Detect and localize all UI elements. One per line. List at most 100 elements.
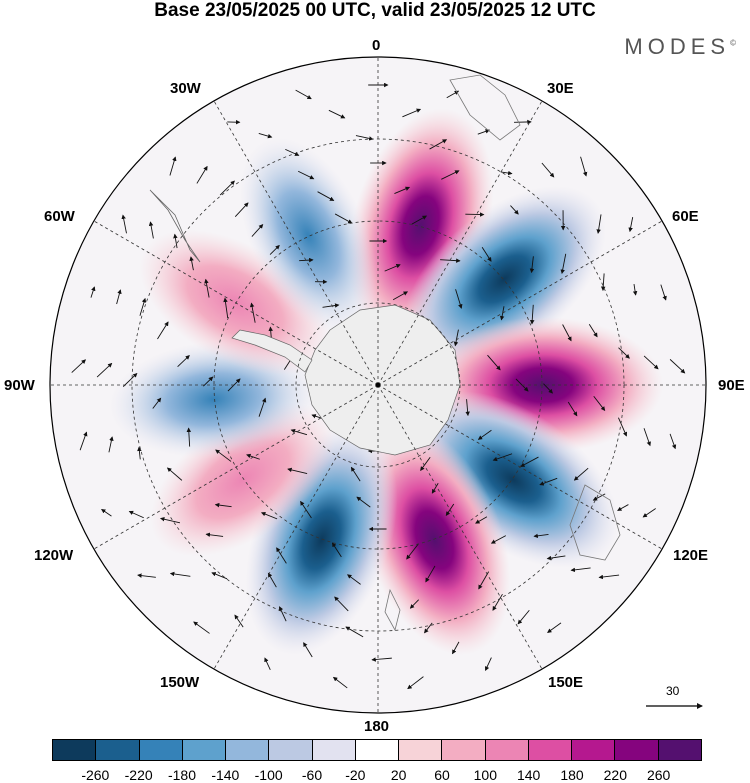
wind-vector — [215, 449, 232, 462]
wind-vector — [128, 510, 144, 519]
wind-vector — [269, 244, 280, 255]
wind-vector — [290, 428, 308, 436]
wind-vector — [279, 606, 287, 622]
wind-vector — [334, 213, 353, 224]
colorbar-swatch — [53, 740, 97, 760]
wind-vector — [562, 324, 572, 342]
wind-vector — [477, 429, 492, 440]
lon-label-90e: 90E — [718, 377, 745, 394]
wind-vector — [287, 467, 308, 474]
meridian-line — [93, 220, 379, 386]
wind-vector — [350, 466, 361, 482]
wind-vector — [402, 108, 422, 118]
lon-label-60e: 60E — [672, 208, 699, 225]
wind-vector — [205, 532, 224, 537]
colorbar-tick-label: 180 — [560, 767, 584, 783]
colorbar-tick-label: -220 — [124, 767, 153, 783]
wind-vector — [193, 621, 210, 634]
wind-vector — [541, 162, 555, 178]
wind-vector — [643, 355, 659, 370]
wind-vector — [487, 354, 501, 371]
wind-vector — [429, 139, 448, 150]
lon-label-0: 0 — [372, 37, 381, 54]
wind-vector — [260, 511, 278, 520]
wind-vector — [303, 642, 313, 658]
wind-vector — [139, 297, 147, 316]
wind-vector — [276, 547, 287, 564]
wind-vector — [203, 376, 214, 387]
wind-vector — [214, 502, 232, 508]
wind-vector — [285, 148, 300, 156]
meridian-line — [377, 384, 543, 670]
colorbar-swatch — [572, 740, 616, 760]
wind-vector — [394, 186, 411, 195]
colorbar-swatch — [615, 740, 659, 760]
wind-vector — [258, 397, 267, 417]
colorbar-tick-label: 260 — [646, 767, 671, 783]
wind-vector — [481, 246, 492, 262]
wind-vector — [347, 574, 361, 585]
wind-vector — [267, 572, 277, 588]
colorbar — [52, 739, 702, 761]
wind-vector — [159, 517, 181, 524]
colorbar-swatch — [485, 740, 529, 760]
wind-vector — [204, 278, 210, 298]
wind-vector — [166, 467, 183, 481]
colorbar-swatch — [399, 740, 443, 760]
wind-vector — [90, 286, 96, 298]
wind-vector — [475, 516, 488, 524]
wind-vector — [121, 214, 127, 234]
wind-vector — [441, 170, 460, 180]
colorbar-swatch — [96, 740, 140, 760]
wind-vector — [632, 284, 638, 296]
wind-vector — [539, 477, 558, 486]
wind-vector — [618, 417, 628, 437]
colorbar-swatch — [442, 740, 486, 760]
brand-mark: © — [730, 38, 736, 48]
colorbar-swatch — [139, 740, 183, 760]
antarctica-landmass — [304, 304, 461, 456]
wind-vector — [334, 596, 349, 612]
colorbar-tick-label: -100 — [254, 767, 283, 783]
colorbar-swatch — [355, 740, 400, 760]
africa-coast — [449, 74, 521, 141]
wind-vector — [598, 574, 620, 580]
wind-vector — [345, 626, 364, 638]
colorbar-tick-label: -60 — [301, 767, 323, 783]
colorbar-tick-label: 100 — [473, 767, 498, 783]
wind-vector — [424, 622, 433, 634]
wind-vector — [137, 446, 142, 460]
lon-label-180: 180 — [364, 718, 390, 735]
wind-vector — [593, 395, 606, 412]
wind-vector — [425, 565, 436, 583]
wind-vector — [431, 483, 439, 494]
lon-label-150e: 150E — [548, 674, 584, 691]
wind-vector — [529, 256, 535, 274]
wind-vector — [628, 217, 634, 233]
wind-vector — [592, 493, 606, 501]
wind-vector — [122, 372, 138, 387]
wind-vector — [223, 297, 229, 319]
wind-vector — [485, 657, 492, 672]
reference-vector: 30 — [646, 684, 706, 714]
colorbar-swatch — [312, 740, 356, 760]
wind-vector — [560, 253, 567, 275]
wind-vector — [520, 456, 539, 467]
wind-vector — [148, 221, 154, 239]
wind-vector — [660, 284, 667, 301]
latitude-circle — [295, 302, 461, 468]
modes-logo: MODES© — [624, 34, 736, 60]
negative-anomaly-center — [402, 185, 607, 373]
wind-vector — [116, 289, 122, 305]
lon-label-90w: 90W — [4, 377, 35, 394]
colorbar-swatch — [528, 740, 573, 760]
wind-vector — [588, 324, 598, 338]
wind-vector — [196, 165, 208, 184]
wind-vector — [420, 457, 431, 472]
wind-vector — [596, 214, 602, 234]
wind-vector — [322, 303, 340, 308]
wind-vector — [573, 467, 589, 481]
new-zealand-coast — [384, 588, 401, 632]
negative-anomaly-center — [239, 137, 378, 334]
wind-vector — [234, 614, 244, 628]
